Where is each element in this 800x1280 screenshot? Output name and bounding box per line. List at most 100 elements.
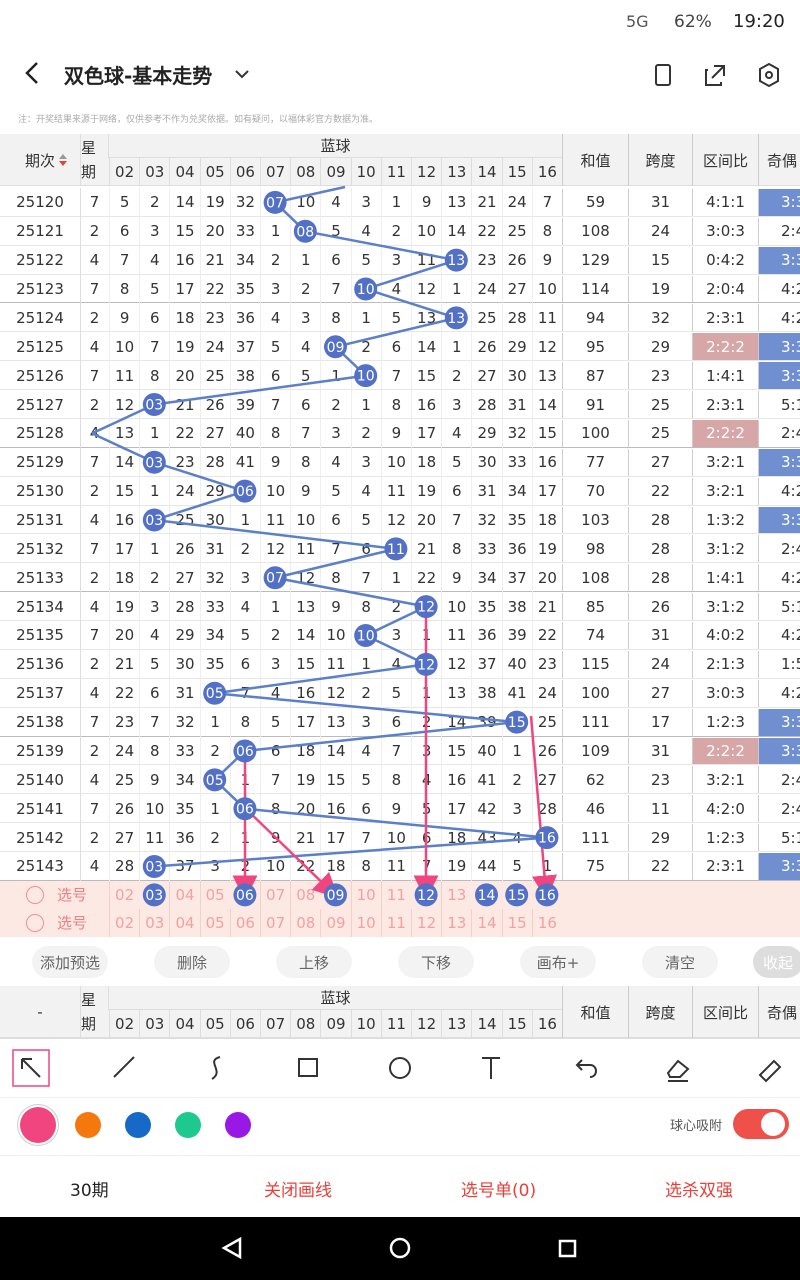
cell: 22: [531, 621, 562, 650]
pick-number[interactable]: 10: [350, 908, 381, 937]
action-button[interactable]: 上移: [276, 946, 352, 978]
period: 25132: [16, 539, 64, 558]
snap-toggle[interactable]: [733, 1109, 789, 1139]
span: 22: [628, 853, 692, 880]
pick-number[interactable]: 05: [199, 880, 230, 909]
span: 22: [628, 477, 692, 505]
action-button[interactable]: 清空: [642, 946, 718, 978]
pick-number[interactable]: 05: [199, 908, 230, 937]
cell: 20: [199, 216, 230, 246]
dropdown-icon[interactable]: [232, 64, 252, 84]
pick-number[interactable]: 08: [290, 880, 320, 909]
cell: 7: [380, 361, 411, 391]
sum: 108: [562, 564, 628, 592]
cell: 40: [229, 418, 260, 448]
period: 25140: [16, 770, 64, 789]
pick-number[interactable]: 04: [169, 908, 199, 937]
cell: 8: [260, 418, 290, 448]
pick-number[interactable]: 02: [109, 880, 139, 909]
pick-number[interactable]: 02: [109, 908, 139, 937]
pick-number[interactable]: 15: [501, 908, 532, 937]
cell: 15: [320, 765, 350, 795]
cell: 1: [139, 476, 169, 506]
pick-number[interactable]: 07: [260, 908, 290, 937]
tool-icons[interactable]: [0, 1039, 800, 1099]
cell: 9: [290, 476, 320, 506]
pick-number[interactable]: 08: [290, 908, 320, 937]
color-swatch[interactable]: [125, 1112, 151, 1138]
action-button[interactable]: 下移: [398, 946, 474, 978]
page-title[interactable]: 双色球-基本走势: [64, 64, 213, 88]
cell: 1: [139, 418, 169, 448]
span: 27: [628, 679, 692, 707]
cell: 3: [501, 794, 532, 824]
cell: 6: [320, 245, 350, 275]
cell: 2: [441, 361, 471, 391]
weekday: 4: [80, 765, 108, 795]
sum: 59: [562, 189, 628, 216]
cell: 7: [441, 505, 471, 535]
nav-icons[interactable]: [0, 1217, 800, 1280]
pick-number[interactable]: 13: [441, 908, 471, 937]
pick-number[interactable]: 16: [531, 908, 562, 937]
pick-number[interactable]: 03: [139, 908, 169, 937]
span: 23: [628, 362, 692, 390]
color-swatch[interactable]: [20, 1107, 56, 1143]
back-button[interactable]: [18, 58, 48, 88]
span: 17: [628, 708, 692, 736]
weekday: 7: [80, 188, 108, 217]
pick-number[interactable]: 12: [411, 908, 441, 937]
header-icons[interactable]: [650, 60, 790, 90]
cell: 1: [260, 216, 290, 246]
span: 25: [628, 419, 692, 447]
header-number: 07: [260, 158, 290, 186]
cell: 7: [290, 418, 320, 448]
sum: 87: [562, 362, 628, 390]
odd: 4:2: [758, 304, 800, 332]
header-number: 15: [501, 158, 532, 186]
pick-number[interactable]: 07: [260, 880, 290, 909]
color-swatch[interactable]: [225, 1112, 251, 1138]
color-swatch[interactable]: [75, 1112, 101, 1138]
header-period: -: [37, 1003, 43, 1021]
color-swatch[interactable]: [175, 1112, 201, 1138]
pick-number[interactable]: 11: [380, 880, 411, 909]
pick-number[interactable]: 06: [229, 908, 260, 937]
cell: 8: [139, 361, 169, 391]
period: 25133: [16, 568, 64, 587]
cell: 8: [290, 447, 320, 477]
sort-icon[interactable]: [58, 152, 68, 168]
ball-cell: [139, 852, 169, 881]
cell: 16: [441, 765, 471, 795]
cell: 4: [411, 765, 441, 795]
ball-cell: [260, 563, 290, 593]
action-button[interactable]: 画布+: [520, 946, 596, 978]
close-lines[interactable]: 关闭画线: [264, 1181, 332, 1201]
cell: 23: [169, 447, 199, 477]
header-sum: 和值: [562, 986, 628, 1038]
filter[interactable]: 选杀双强: [665, 1181, 733, 1201]
cell: 38: [471, 678, 501, 708]
pick-number[interactable]: 04: [169, 880, 199, 909]
pick-radio[interactable]: [26, 885, 44, 904]
pick-number[interactable]: 10: [350, 880, 381, 909]
pick-number[interactable]: 13: [441, 880, 471, 909]
pick-number[interactable]: 09: [320, 908, 350, 937]
pick-number[interactable]: 11: [380, 908, 411, 937]
pick-radio[interactable]: [26, 913, 44, 932]
cell: 30: [501, 361, 532, 391]
period-select[interactable]: 30期: [70, 1181, 109, 1201]
cell: 10: [290, 188, 320, 217]
action-button[interactable]: 收起: [753, 946, 800, 978]
action-button[interactable]: 删除: [154, 946, 230, 978]
header-number: 14: [471, 1010, 501, 1038]
table-row: 25132 7 17 1 26 31 2 12 11 7 6 21 8 33 36 19 98 28 3:1:2 2:…: [0, 534, 800, 564]
cell: 23: [471, 245, 501, 275]
pick-number[interactable]: 14: [471, 908, 501, 937]
cell: 38: [229, 361, 260, 391]
action-button[interactable]: 添加预选: [32, 946, 108, 978]
pick-list[interactable]: 选号单(0): [461, 1181, 537, 1201]
